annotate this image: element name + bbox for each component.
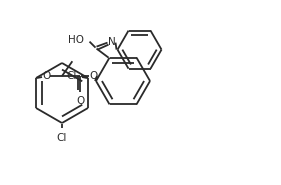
Text: O: O [42,71,50,81]
Text: O: O [76,96,84,106]
Text: Cl: Cl [67,71,77,81]
Text: N: N [108,37,115,47]
Text: HO: HO [67,35,83,45]
Text: O: O [89,71,97,81]
Text: Cl: Cl [57,133,67,143]
